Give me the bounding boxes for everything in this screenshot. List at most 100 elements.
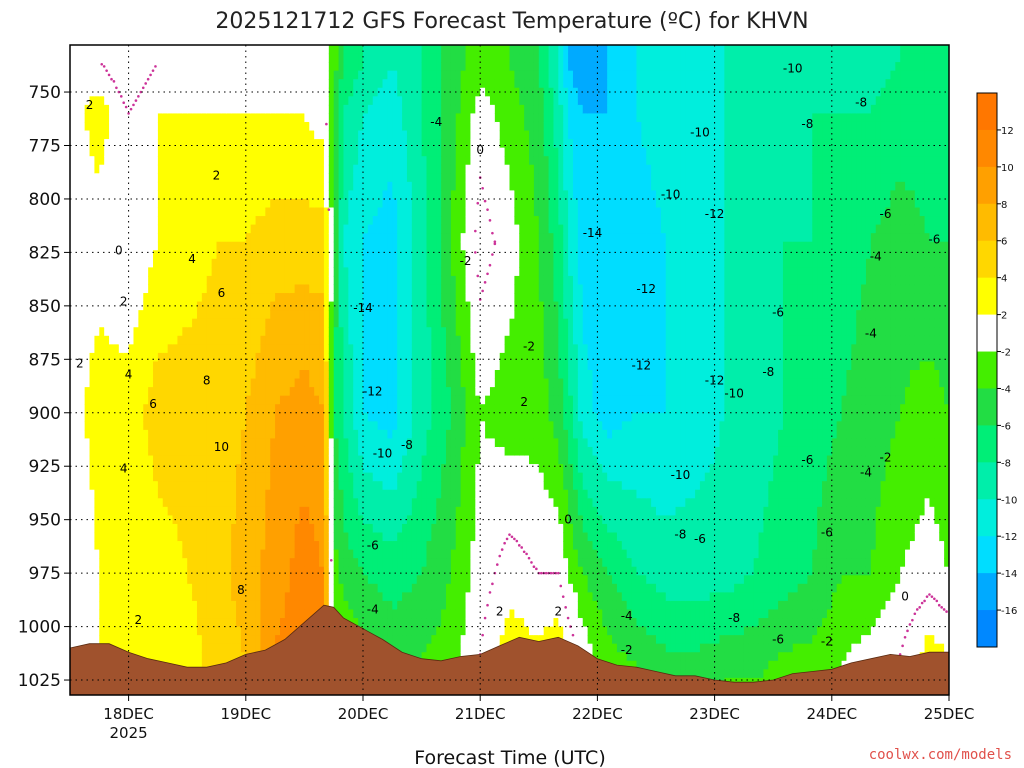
- heat-cell: [221, 164, 227, 174]
- heat-cell: [104, 293, 110, 303]
- heat-cell: [206, 53, 213, 63]
- heat-cell: [113, 506, 120, 516]
- heat-cell: [372, 429, 379, 440]
- heat-cell: [382, 207, 389, 217]
- heat-cell: [128, 523, 135, 534]
- heat-cell: [187, 198, 193, 209]
- heat-cell: [167, 284, 174, 294]
- heat-cell: [211, 378, 218, 388]
- heat-cell: [240, 464, 247, 474]
- heat-cell: [240, 523, 247, 534]
- heat-cell: [377, 600, 384, 611]
- heat-cell: [206, 62, 213, 72]
- heat-cell: [211, 352, 218, 363]
- heat-cell: [104, 258, 110, 268]
- heat-cell: [270, 53, 276, 63]
- heat-cell: [289, 515, 296, 525]
- heat-cell: [358, 464, 364, 474]
- heat-cell: [221, 121, 227, 132]
- heat-cell: [279, 130, 286, 140]
- heat-cell: [211, 190, 218, 200]
- heat-cell: [157, 130, 164, 140]
- heat-cell: [99, 429, 105, 440]
- heat-cell: [245, 635, 252, 645]
- heat-cell: [216, 583, 222, 593]
- heat-cell: [109, 335, 115, 345]
- heat-cell: [363, 104, 369, 115]
- heat-cell: [279, 104, 286, 115]
- heat-cell: [260, 421, 266, 431]
- heat-cell: [109, 583, 115, 593]
- heat-cell: [226, 395, 232, 405]
- heat-cell: [206, 541, 213, 551]
- heat-cell: [323, 62, 330, 72]
- heat-cell: [138, 45, 144, 55]
- heat-cell: [133, 130, 139, 140]
- heat-cell: [104, 515, 110, 525]
- heat-cell: [167, 523, 174, 534]
- heat-cell: [94, 318, 100, 328]
- heat-cell: [216, 395, 222, 405]
- heat-cell: [138, 147, 144, 157]
- heat-cell: [143, 216, 149, 226]
- heat-cell: [84, 53, 91, 63]
- heat-cell: [187, 592, 193, 602]
- heat-cell: [270, 575, 276, 585]
- heat-cell: [172, 575, 179, 585]
- heat-cell: [284, 113, 291, 123]
- heat-cell: [206, 506, 213, 516]
- heat-cell: [270, 139, 276, 149]
- heat-cell: [172, 635, 179, 645]
- heat-cell: [138, 609, 144, 619]
- heat-cell: [99, 241, 105, 251]
- heat-cell: [279, 600, 286, 611]
- heat-cell: [99, 609, 105, 619]
- heat-cell: [358, 592, 364, 602]
- heat-cell: [323, 250, 330, 260]
- heat-cell: [143, 464, 149, 474]
- heat-cell: [363, 404, 369, 414]
- heat-cell: [304, 164, 310, 174]
- heat-cell: [128, 113, 135, 123]
- heat-cell: [118, 156, 125, 166]
- heat-cell: [377, 233, 384, 243]
- heat-cell: [153, 549, 159, 559]
- heat-cell: [294, 130, 301, 140]
- heat-cell: [240, 275, 247, 286]
- heat-cell: [99, 361, 105, 371]
- heat-cell: [84, 335, 91, 345]
- heat-cell: [226, 618, 232, 628]
- heat-cell: [187, 216, 193, 226]
- heat-cell: [294, 472, 301, 482]
- heat-cell: [353, 566, 359, 576]
- heat-cell: [343, 446, 349, 457]
- heat-cell: [275, 575, 281, 585]
- heat-cell: [113, 310, 120, 320]
- heat-cell: [270, 412, 276, 422]
- heat-cell: [84, 267, 91, 277]
- heat-cell: [236, 549, 242, 559]
- heat-cell: [221, 310, 227, 320]
- heat-cell: [236, 113, 242, 123]
- heat-cell: [328, 446, 335, 457]
- heat-cell: [182, 164, 188, 174]
- heat-cell: [338, 258, 345, 268]
- heat-cell: [123, 635, 130, 645]
- heat-cell: [372, 609, 379, 619]
- heat-cell: [353, 104, 359, 115]
- heat-cell: [260, 558, 266, 568]
- heat-cell: [372, 275, 379, 286]
- heat-cell: [338, 541, 345, 551]
- heat-cell: [201, 241, 208, 251]
- heat-cell: [314, 404, 320, 414]
- heat-cell: [177, 541, 183, 551]
- heat-cell: [221, 267, 227, 277]
- heat-cell: [201, 404, 208, 414]
- heat-cell: [211, 361, 218, 371]
- heat-cell: [382, 284, 389, 294]
- heat-cell: [104, 498, 110, 508]
- heat-cell: [319, 147, 325, 157]
- heat-cell: [79, 301, 86, 311]
- heat-cell: [192, 216, 198, 226]
- heat-cell: [138, 284, 144, 294]
